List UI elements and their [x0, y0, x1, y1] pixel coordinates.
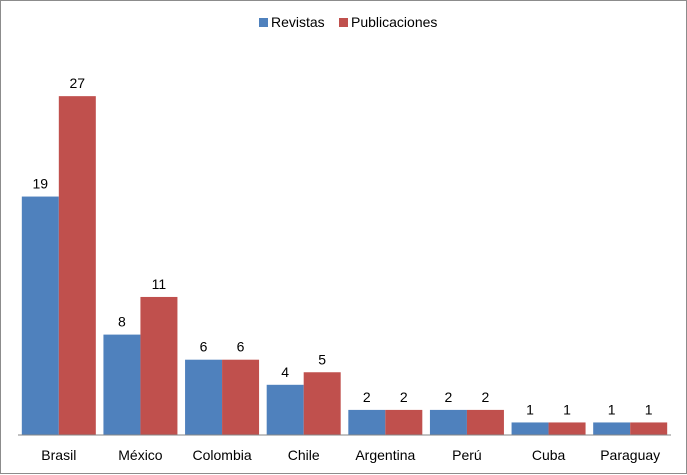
category-label-argentina: Argentina [355, 447, 415, 463]
bar-publicaciones-peru [466, 409, 504, 435]
value-label-publicaciones-peru: 2 [482, 389, 490, 405]
category-label-paraguay: Paraguay [600, 447, 660, 463]
category-label-mexico: México [118, 447, 163, 463]
bar-revistas-paraguay [593, 422, 631, 435]
bar-publicaciones-paraguay [630, 422, 668, 435]
legend: Revistas Publicaciones [259, 14, 437, 30]
value-label-publicaciones-colombia: 6 [237, 339, 245, 355]
value-label-revistas-paraguay: 1 [608, 401, 616, 417]
value-label-revistas-brasil: 19 [33, 176, 49, 192]
bar-publicaciones-brasil [58, 96, 96, 436]
bar-revistas-colombia [185, 359, 223, 435]
value-label-revistas-mexico: 8 [118, 314, 126, 330]
value-label-revistas-cuba: 1 [526, 401, 534, 417]
value-label-revistas-colombia: 6 [200, 339, 208, 355]
category-labels: Brasil México Colombia Chile Argentina Perú Cu… [41, 447, 660, 463]
value-label-revistas-peru: 2 [445, 389, 453, 405]
bar-publicaciones-chile [303, 372, 341, 435]
bar-revistas-peru [429, 409, 467, 435]
category-label-peru: Perú [452, 447, 482, 463]
value-label-publicaciones-brasil: 27 [70, 75, 86, 91]
value-label-revistas-chile: 4 [281, 364, 289, 380]
legend-label-revistas: Revistas [271, 14, 325, 30]
category-label-colombia: Colombia [192, 447, 251, 463]
category-label-brasil: Brasil [41, 447, 76, 463]
legend-label-publicaciones: Publicaciones [351, 14, 437, 30]
legend-swatch-publicaciones [339, 18, 348, 27]
value-label-publicaciones-mexico: 11 [152, 276, 167, 292]
value-label-publicaciones-argentina: 2 [400, 389, 408, 405]
bar-revistas-argentina [348, 409, 386, 435]
bar-revistas-brasil [21, 196, 59, 435]
value-label-publicaciones-cuba: 1 [563, 401, 571, 417]
bar-publicaciones-colombia [222, 359, 260, 435]
bar-publicaciones-mexico [140, 296, 178, 435]
bars [21, 96, 668, 436]
legend-swatch-revistas [259, 18, 268, 27]
category-label-cuba: Cuba [532, 447, 566, 463]
bar-revistas-chile [266, 384, 304, 435]
bar-revistas-mexico [103, 334, 141, 435]
category-label-chile: Chile [288, 447, 320, 463]
value-label-revistas-argentina: 2 [363, 389, 371, 405]
bar-publicaciones-argentina [385, 409, 423, 435]
bar-publicaciones-cuba [548, 422, 586, 435]
value-label-publicaciones-chile: 5 [318, 351, 326, 367]
bar-revistas-cuba [511, 422, 549, 435]
value-label-publicaciones-paraguay: 1 [645, 401, 653, 417]
